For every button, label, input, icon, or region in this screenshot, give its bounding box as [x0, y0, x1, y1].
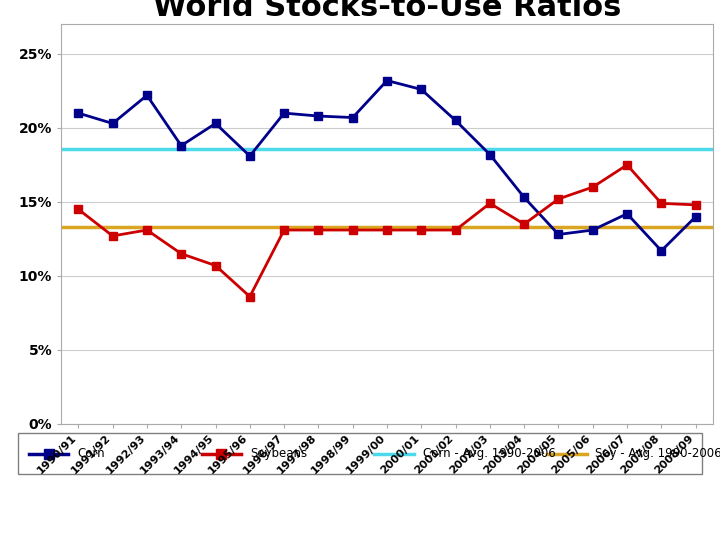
Title: World Stocks-to-Use Ratios: World Stocks-to-Use Ratios	[153, 0, 621, 22]
Text: Corn - Avg. 1990-2006: Corn - Avg. 1990-2006	[423, 447, 555, 460]
Text: Corn: Corn	[77, 447, 104, 460]
Text: IOWA STATE UNIVERSITY: IOWA STATE UNIVERSITY	[9, 489, 254, 507]
FancyBboxPatch shape	[18, 433, 702, 474]
Text: Department of Economics: Department of Economics	[9, 521, 145, 531]
Text: Soy - Avg. 1990-2006: Soy - Avg. 1990-2006	[595, 447, 720, 460]
Text: Soybeans: Soybeans	[250, 447, 307, 460]
